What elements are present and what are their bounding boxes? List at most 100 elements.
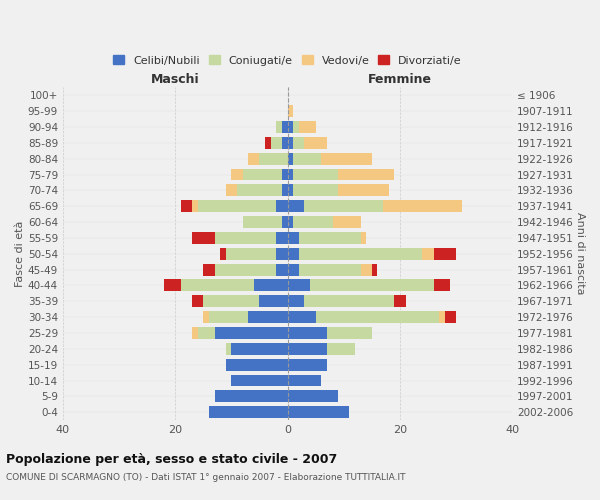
Text: Popolazione per età, sesso e stato civile - 2007: Popolazione per età, sesso e stato civil… (6, 452, 337, 466)
Bar (282, 121, 287, 133)
Bar (287, 280, 310, 291)
Bar (287, 216, 332, 228)
Bar (287, 264, 372, 276)
Bar (203, 264, 287, 276)
Bar (282, 168, 287, 180)
Bar (226, 343, 287, 355)
Bar (242, 216, 287, 228)
Y-axis label: Fasce di età: Fasce di età (15, 220, 25, 287)
Bar (287, 358, 327, 370)
Bar (287, 137, 327, 149)
Bar (287, 216, 293, 228)
Bar (209, 311, 287, 323)
Bar (287, 264, 377, 276)
Bar (226, 343, 287, 355)
Bar (287, 280, 434, 291)
Bar (181, 280, 287, 291)
Bar (287, 200, 383, 212)
Bar (287, 200, 462, 212)
Bar (164, 280, 287, 291)
Bar (287, 296, 304, 307)
Bar (215, 390, 287, 402)
Bar (277, 264, 287, 276)
Bar (287, 121, 299, 133)
Bar (287, 374, 321, 386)
Bar (287, 152, 293, 164)
Bar (215, 390, 287, 402)
Bar (226, 358, 287, 370)
Bar (287, 390, 338, 402)
Bar (287, 152, 372, 164)
Bar (248, 311, 287, 323)
Text: Maschi: Maschi (151, 73, 200, 86)
Bar (232, 374, 287, 386)
Bar (287, 374, 321, 386)
Bar (287, 184, 338, 196)
Bar (287, 264, 361, 276)
Bar (287, 152, 321, 164)
Bar (203, 311, 287, 323)
Bar (282, 216, 287, 228)
Bar (287, 296, 394, 307)
Bar (287, 216, 361, 228)
Bar (181, 200, 287, 212)
Bar (259, 296, 287, 307)
Bar (287, 184, 293, 196)
Bar (226, 358, 287, 370)
Text: Femmine: Femmine (368, 73, 432, 86)
Bar (248, 152, 287, 164)
Bar (287, 358, 327, 370)
Bar (215, 232, 287, 244)
Bar (287, 390, 338, 402)
Bar (287, 152, 372, 164)
Bar (232, 168, 287, 180)
Bar (287, 121, 293, 133)
Bar (209, 406, 287, 418)
Bar (254, 280, 287, 291)
Bar (287, 406, 349, 418)
Bar (277, 121, 287, 133)
Bar (277, 248, 287, 260)
Bar (192, 327, 287, 339)
Bar (192, 232, 287, 244)
Bar (226, 343, 287, 355)
Bar (232, 374, 287, 386)
Bar (265, 137, 287, 149)
Bar (242, 168, 287, 180)
Bar (215, 264, 287, 276)
Bar (215, 390, 287, 402)
Bar (287, 406, 349, 418)
Bar (242, 216, 287, 228)
Text: COMUNE DI SCARMAGNO (TO) - Dati ISTAT 1° gennaio 2007 - Elaborazione TUTTITALIA.: COMUNE DI SCARMAGNO (TO) - Dati ISTAT 1°… (6, 472, 406, 482)
Bar (287, 390, 338, 402)
Bar (287, 137, 327, 149)
Bar (215, 390, 287, 402)
Bar (287, 343, 327, 355)
Bar (282, 184, 287, 196)
Bar (287, 390, 338, 402)
Bar (287, 327, 372, 339)
Bar (287, 232, 366, 244)
Bar (232, 343, 287, 355)
Bar (287, 358, 327, 370)
Bar (277, 200, 287, 212)
Bar (226, 248, 287, 260)
Bar (287, 374, 321, 386)
Bar (209, 406, 287, 418)
Bar (198, 327, 287, 339)
Bar (226, 184, 287, 196)
Bar (287, 327, 372, 339)
Bar (287, 280, 434, 291)
Y-axis label: Anni di nascita: Anni di nascita (575, 212, 585, 295)
Bar (287, 327, 327, 339)
Bar (287, 168, 394, 180)
Bar (287, 184, 389, 196)
Bar (287, 121, 316, 133)
Bar (232, 374, 287, 386)
Bar (277, 121, 287, 133)
Bar (287, 168, 394, 180)
Bar (209, 406, 287, 418)
Bar (287, 374, 321, 386)
Bar (232, 374, 287, 386)
Bar (287, 296, 406, 307)
